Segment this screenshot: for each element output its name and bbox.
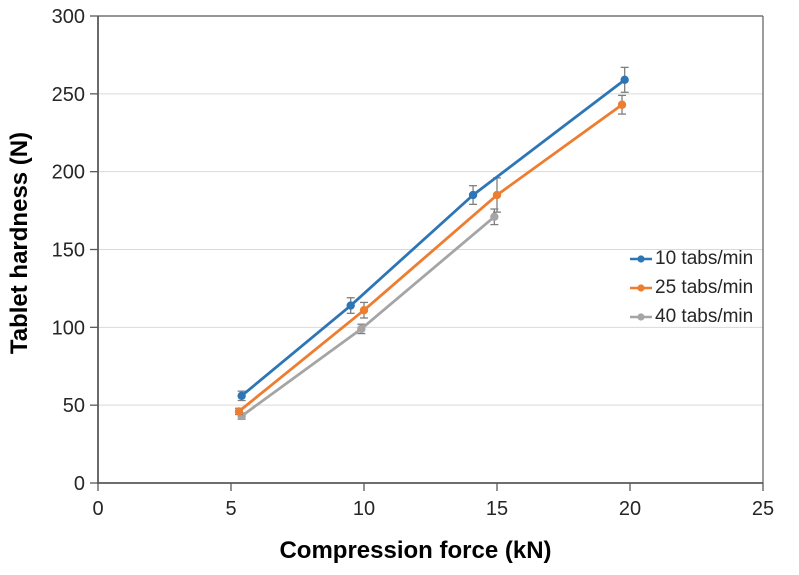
y-tick-label: 250 <box>52 84 85 106</box>
y-tick-label: 150 <box>52 240 85 262</box>
legend-item-25-tabs-min: 25 tabs/min <box>629 273 753 302</box>
y-tick-label: 100 <box>52 317 85 339</box>
y-tick-label: 0 <box>74 473 85 495</box>
series-line-10-tabs-min <box>240 78 627 398</box>
x-tick-label: 0 <box>92 498 103 520</box>
legend-item-10-tabs-min: 10 tabs/min <box>629 244 753 273</box>
x-tick-label: 25 <box>752 498 774 520</box>
legend-item-40-tabs-min: 40 tabs/min <box>629 302 753 331</box>
data-point <box>492 190 502 200</box>
data-point <box>234 407 244 416</box>
legend: 10 tabs/min 25 tabs/min 40 tabs/min <box>629 244 753 331</box>
legend-line-marker-icon <box>630 312 652 321</box>
legend-line-marker-icon <box>630 254 652 263</box>
series-line-25-tabs-min <box>237 103 624 413</box>
x-tick-label: 10 <box>353 498 375 520</box>
data-point <box>346 301 355 310</box>
legend-label: 40 tabs/min <box>655 305 754 327</box>
data-point <box>620 75 629 85</box>
x-tick-label: 20 <box>619 498 641 520</box>
y-axis-title: Tablet hardness (N) <box>6 131 33 355</box>
data-point <box>359 306 369 315</box>
series-line-40-tabs-min <box>240 215 496 418</box>
legend-label: 10 tabs/min <box>655 247 754 269</box>
data-point <box>617 100 627 109</box>
x-tick-label: 5 <box>225 498 236 520</box>
data-point <box>490 212 499 222</box>
y-tick-label: 50 <box>63 395 85 417</box>
y-tick-label: 300 <box>52 6 85 28</box>
y-tick-label: 200 <box>52 162 85 184</box>
data-point <box>468 190 478 200</box>
legend-label: 25 tabs/min <box>655 276 754 298</box>
x-tick-label: 15 <box>486 498 508 520</box>
legend-line-marker-icon <box>630 283 652 292</box>
data-point <box>357 324 366 334</box>
data-point <box>237 391 246 401</box>
x-axis-title: Compression force (kN) <box>279 537 552 564</box>
